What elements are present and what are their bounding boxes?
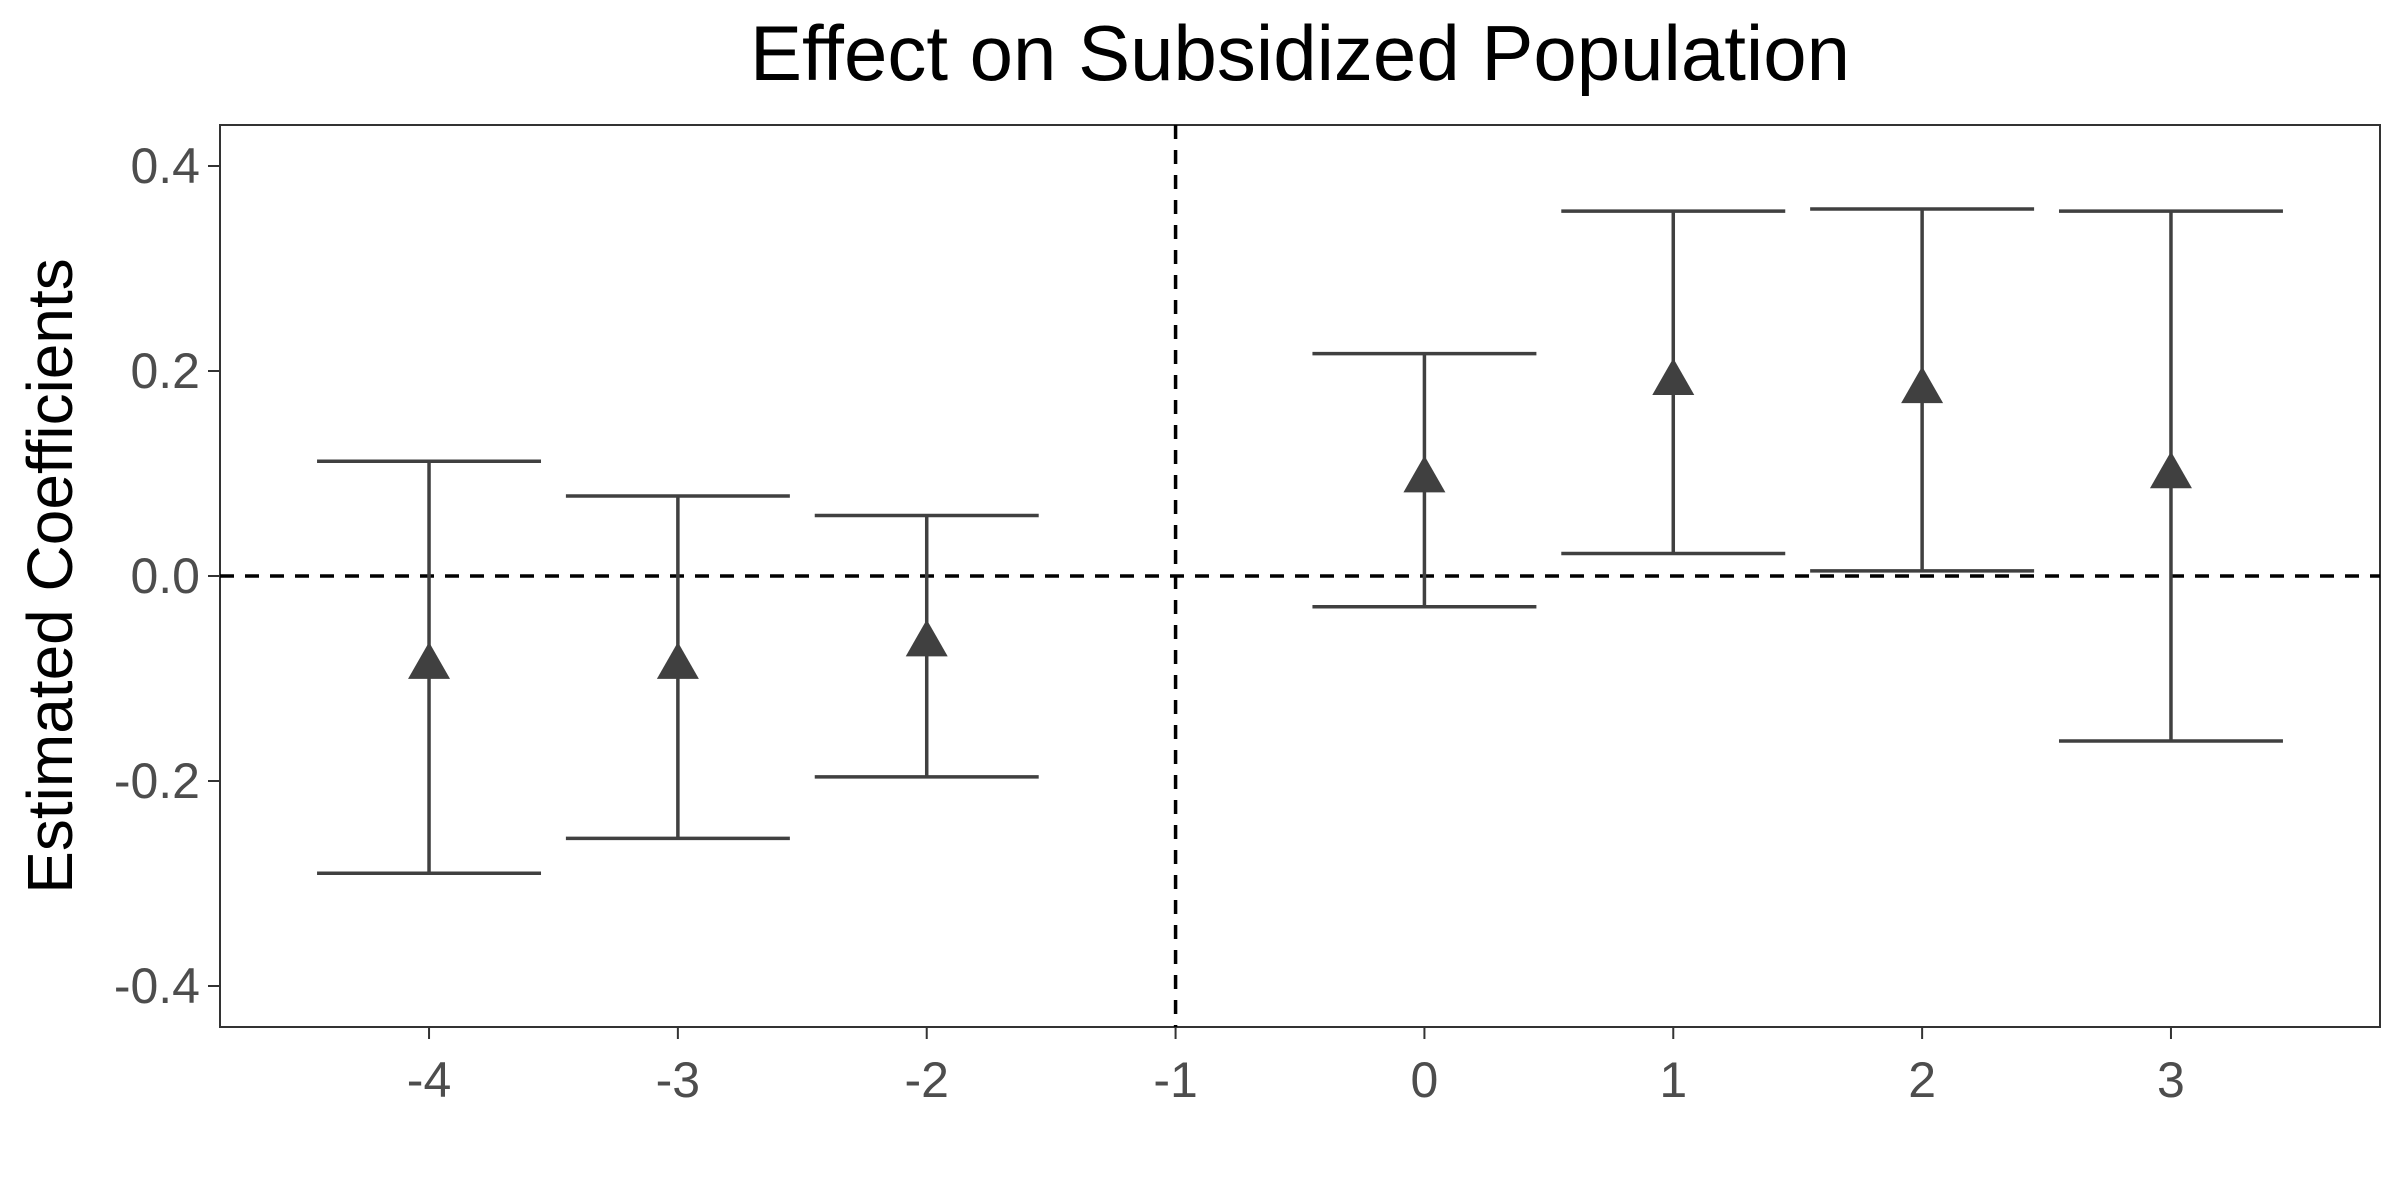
x-tick-label-0: -4	[407, 1052, 451, 1108]
y-tick-label-0: 0.4	[130, 138, 200, 194]
point-estimate-marker-5	[1901, 366, 1944, 404]
x-tick-label-7: 3	[2157, 1052, 2185, 1108]
y-tick-label-1: 0.2	[130, 343, 200, 399]
point-estimate-marker-4	[1652, 358, 1695, 395]
y-axis-label: Estimated Coefficients	[14, 258, 86, 894]
x-tick-label-4: 0	[1411, 1052, 1439, 1108]
point-estimate-marker-2	[905, 619, 948, 657]
point-estimate-marker-1	[656, 642, 699, 679]
point-estimate-marker-6	[2149, 451, 2192, 489]
y-tick-label-4: -0.4	[114, 958, 200, 1014]
x-tick-label-1: -3	[656, 1052, 700, 1108]
x-tick-label-6: 2	[1908, 1052, 1936, 1108]
x-tick-label-5: 1	[1659, 1052, 1687, 1108]
x-tick-label-2: -2	[904, 1052, 948, 1108]
y-tick-label-3: -0.2	[114, 753, 200, 809]
plot-area: 0.4 0.2 0.0 -0.2 -0.4 -4 -3 -2 -1 0 1 2 3	[114, 124, 2381, 1108]
point-estimate-marker-3	[1403, 455, 1446, 493]
x-tick-label-3: -1	[1153, 1052, 1197, 1108]
chart-title: Effect on Subsidized Population	[750, 9, 1850, 97]
point-estimate-marker-0	[408, 642, 451, 679]
y-tick-label-2: 0.0	[130, 548, 200, 604]
